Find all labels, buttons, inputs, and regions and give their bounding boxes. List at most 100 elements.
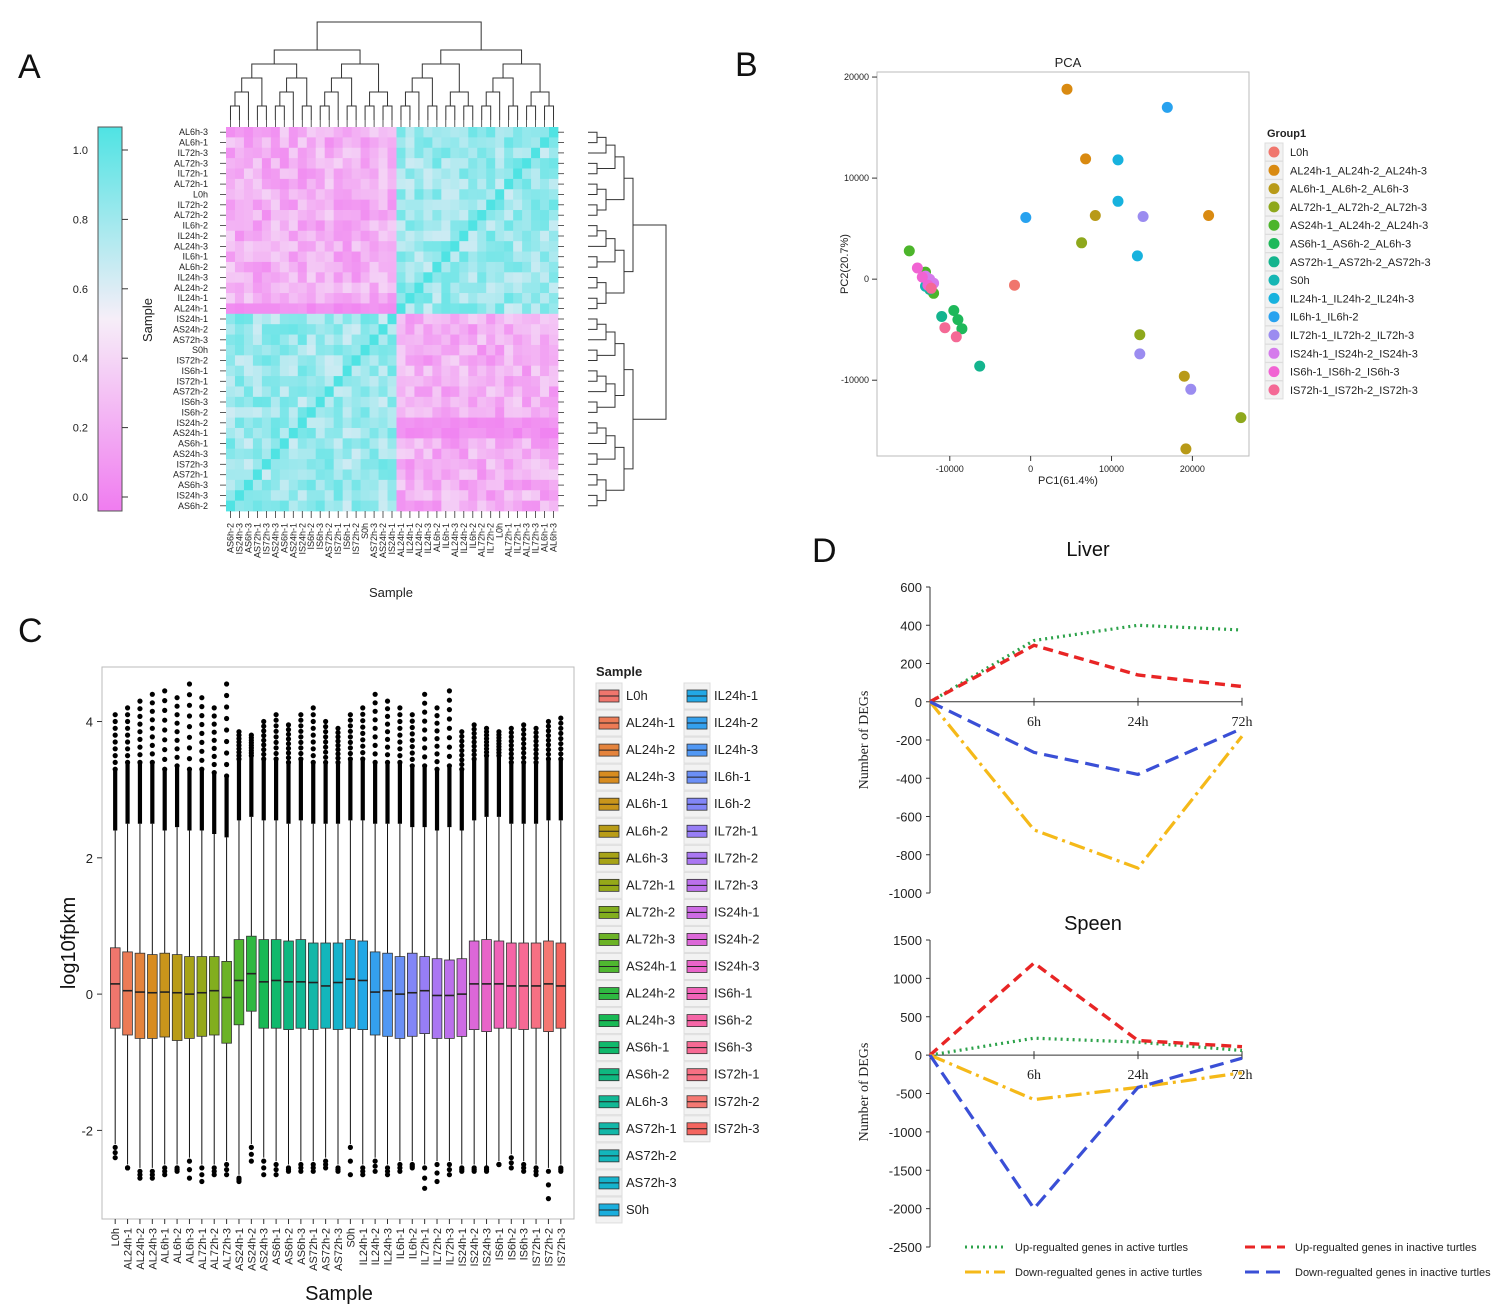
heatmap-cell (342, 479, 353, 491)
heatmap-col-label: AL6h-2 (432, 523, 442, 552)
heatmap-cell (226, 448, 236, 460)
dendrogram-branch (319, 105, 330, 120)
boxplot-outlier (545, 756, 552, 762)
heatmap-cell (342, 407, 353, 418)
heatmap-cell (351, 241, 361, 252)
boxplot-legend-title: Sample (596, 664, 642, 679)
boxplot-outlier (112, 1150, 118, 1156)
heatmap-cell (297, 355, 308, 367)
heatmap-cell (522, 241, 532, 252)
heatmap-cell (450, 313, 460, 325)
heatmap-cell (396, 500, 406, 512)
heatmap-cell (351, 147, 361, 159)
heatmap-cell (522, 459, 532, 470)
boxplot-outlier (149, 691, 155, 697)
boxplot-outlier (347, 712, 353, 718)
boxplot-outlier (434, 705, 440, 711)
heatmap-cell (279, 178, 290, 190)
heatmap-cell (513, 344, 523, 356)
heatmap-cell (513, 500, 523, 512)
heatmap-cell (378, 459, 388, 470)
heatmap-cell (226, 490, 236, 502)
pca-legend-swatch (1268, 329, 1280, 341)
heatmap-cell (468, 127, 478, 138)
heatmap-cell (351, 158, 361, 169)
heatmap-cell (306, 210, 317, 221)
heatmap-cell (333, 313, 344, 325)
heatmap-cell (387, 189, 397, 201)
heatmap-cell (306, 261, 317, 273)
boxplot-outlier (261, 756, 267, 762)
heatmap-cell (504, 241, 514, 252)
heatmap-cell (270, 459, 281, 470)
heatmap-cell (531, 168, 541, 180)
heatmap-cell (387, 272, 397, 284)
heatmap-cell (360, 220, 370, 232)
pca-xlabel: PC1(61.4%) (1038, 475, 1098, 487)
boxplot-outlier (422, 1165, 428, 1171)
heatmap-cell (513, 386, 523, 398)
heatmap-cell (288, 490, 299, 502)
heatmap-cell (333, 137, 344, 149)
heatmap-cell (252, 241, 263, 252)
heatmap-cell (324, 293, 335, 304)
heatmap-cell (504, 386, 514, 398)
boxplot-outlier (124, 739, 131, 745)
heatmap-cell (261, 293, 272, 304)
heatmap-cell (270, 365, 281, 377)
heatmap-cell (243, 407, 254, 418)
heatmap-cell (261, 168, 272, 180)
heatmap-cell (459, 448, 469, 460)
heatmap-cell (333, 158, 344, 169)
boxplot-outlier (446, 735, 453, 741)
heatmap-cell (504, 272, 514, 284)
pca-point (1112, 195, 1124, 207)
heatmap-row-label: AL6h-2 (179, 262, 208, 272)
heatmap-cell (306, 479, 317, 491)
boxplot-x-label: IS24h-2 (469, 1228, 481, 1267)
heatmap-cell (226, 396, 236, 408)
heatmap-cell (261, 251, 272, 263)
boxplot-outlier (137, 759, 143, 766)
heatmap-cell (360, 178, 370, 190)
heatmap-cell (396, 210, 406, 221)
heatmap-cell (270, 272, 281, 284)
heatmap-cell (297, 500, 308, 512)
heatmap-cell (288, 293, 299, 304)
heatmap-cell (360, 158, 370, 169)
boxplot-outlier (323, 1165, 329, 1171)
boxplot-x-label: AL24h-2 (135, 1228, 147, 1270)
heatmap-cell (342, 355, 353, 367)
heatmap-cell (243, 386, 254, 398)
boxplot-outlier (112, 712, 118, 718)
boxplot-outlier (273, 745, 279, 751)
heatmap-cell (351, 210, 361, 221)
heatmap-cell (333, 272, 344, 284)
pca-legend-swatch (1268, 164, 1280, 176)
boxplot-outlier (372, 1168, 378, 1174)
heatmap-cell (513, 427, 523, 439)
heatmap-cell (396, 386, 406, 398)
heatmap-cell (477, 500, 487, 512)
heatmap-cell (360, 324, 370, 335)
heatmap-cell (477, 137, 487, 149)
heatmap-cell (495, 427, 505, 439)
boxplot-outlier (137, 1175, 143, 1181)
heatmap-cell (378, 376, 388, 387)
heatmap-col-label: AL72h-2 (477, 523, 487, 557)
heatmap-cell (405, 344, 415, 356)
heatmap-cell (504, 407, 514, 418)
heatmap-cell (459, 334, 469, 346)
heatmap-row-label: IS6h-1 (181, 366, 208, 376)
heatmap-cell (486, 334, 496, 346)
heatmap-cell (261, 199, 272, 211)
boxplot-outlier (323, 744, 329, 750)
heatmap-cell (261, 334, 272, 346)
heatmap-cell (450, 189, 460, 201)
y-tick-label: 600 (900, 580, 922, 595)
heatmap-cell (441, 344, 451, 356)
heatmap-cell (459, 479, 469, 491)
heatmap-cell (378, 396, 388, 408)
heatmap-cell (378, 365, 388, 377)
deg-series-line (929, 1036, 1243, 1057)
